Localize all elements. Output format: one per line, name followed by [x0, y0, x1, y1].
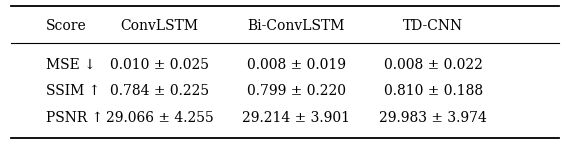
Text: 0.799 ± 0.220: 0.799 ± 0.220 — [247, 84, 346, 98]
Text: PSNR ↑: PSNR ↑ — [46, 111, 103, 125]
Text: 0.010 ± 0.025: 0.010 ± 0.025 — [110, 58, 209, 72]
Text: 0.784 ± 0.225: 0.784 ± 0.225 — [110, 84, 209, 98]
Text: SSIM ↑: SSIM ↑ — [46, 84, 100, 98]
Text: 29.983 ± 3.974: 29.983 ± 3.974 — [379, 111, 487, 125]
Text: ConvLSTM: ConvLSTM — [121, 19, 198, 33]
Text: 29.214 ± 3.901: 29.214 ± 3.901 — [242, 111, 351, 125]
Text: MSE ↓: MSE ↓ — [46, 58, 95, 72]
Text: 0.008 ± 0.019: 0.008 ± 0.019 — [247, 58, 346, 72]
Text: 0.810 ± 0.188: 0.810 ± 0.188 — [384, 84, 483, 98]
Text: 29.066 ± 4.255: 29.066 ± 4.255 — [105, 111, 214, 125]
Text: Score: Score — [46, 19, 86, 33]
Text: TD-CNN: TD-CNN — [403, 19, 463, 33]
Text: Bi-ConvLSTM: Bi-ConvLSTM — [248, 19, 345, 33]
Text: 0.008 ± 0.022: 0.008 ± 0.022 — [384, 58, 483, 72]
